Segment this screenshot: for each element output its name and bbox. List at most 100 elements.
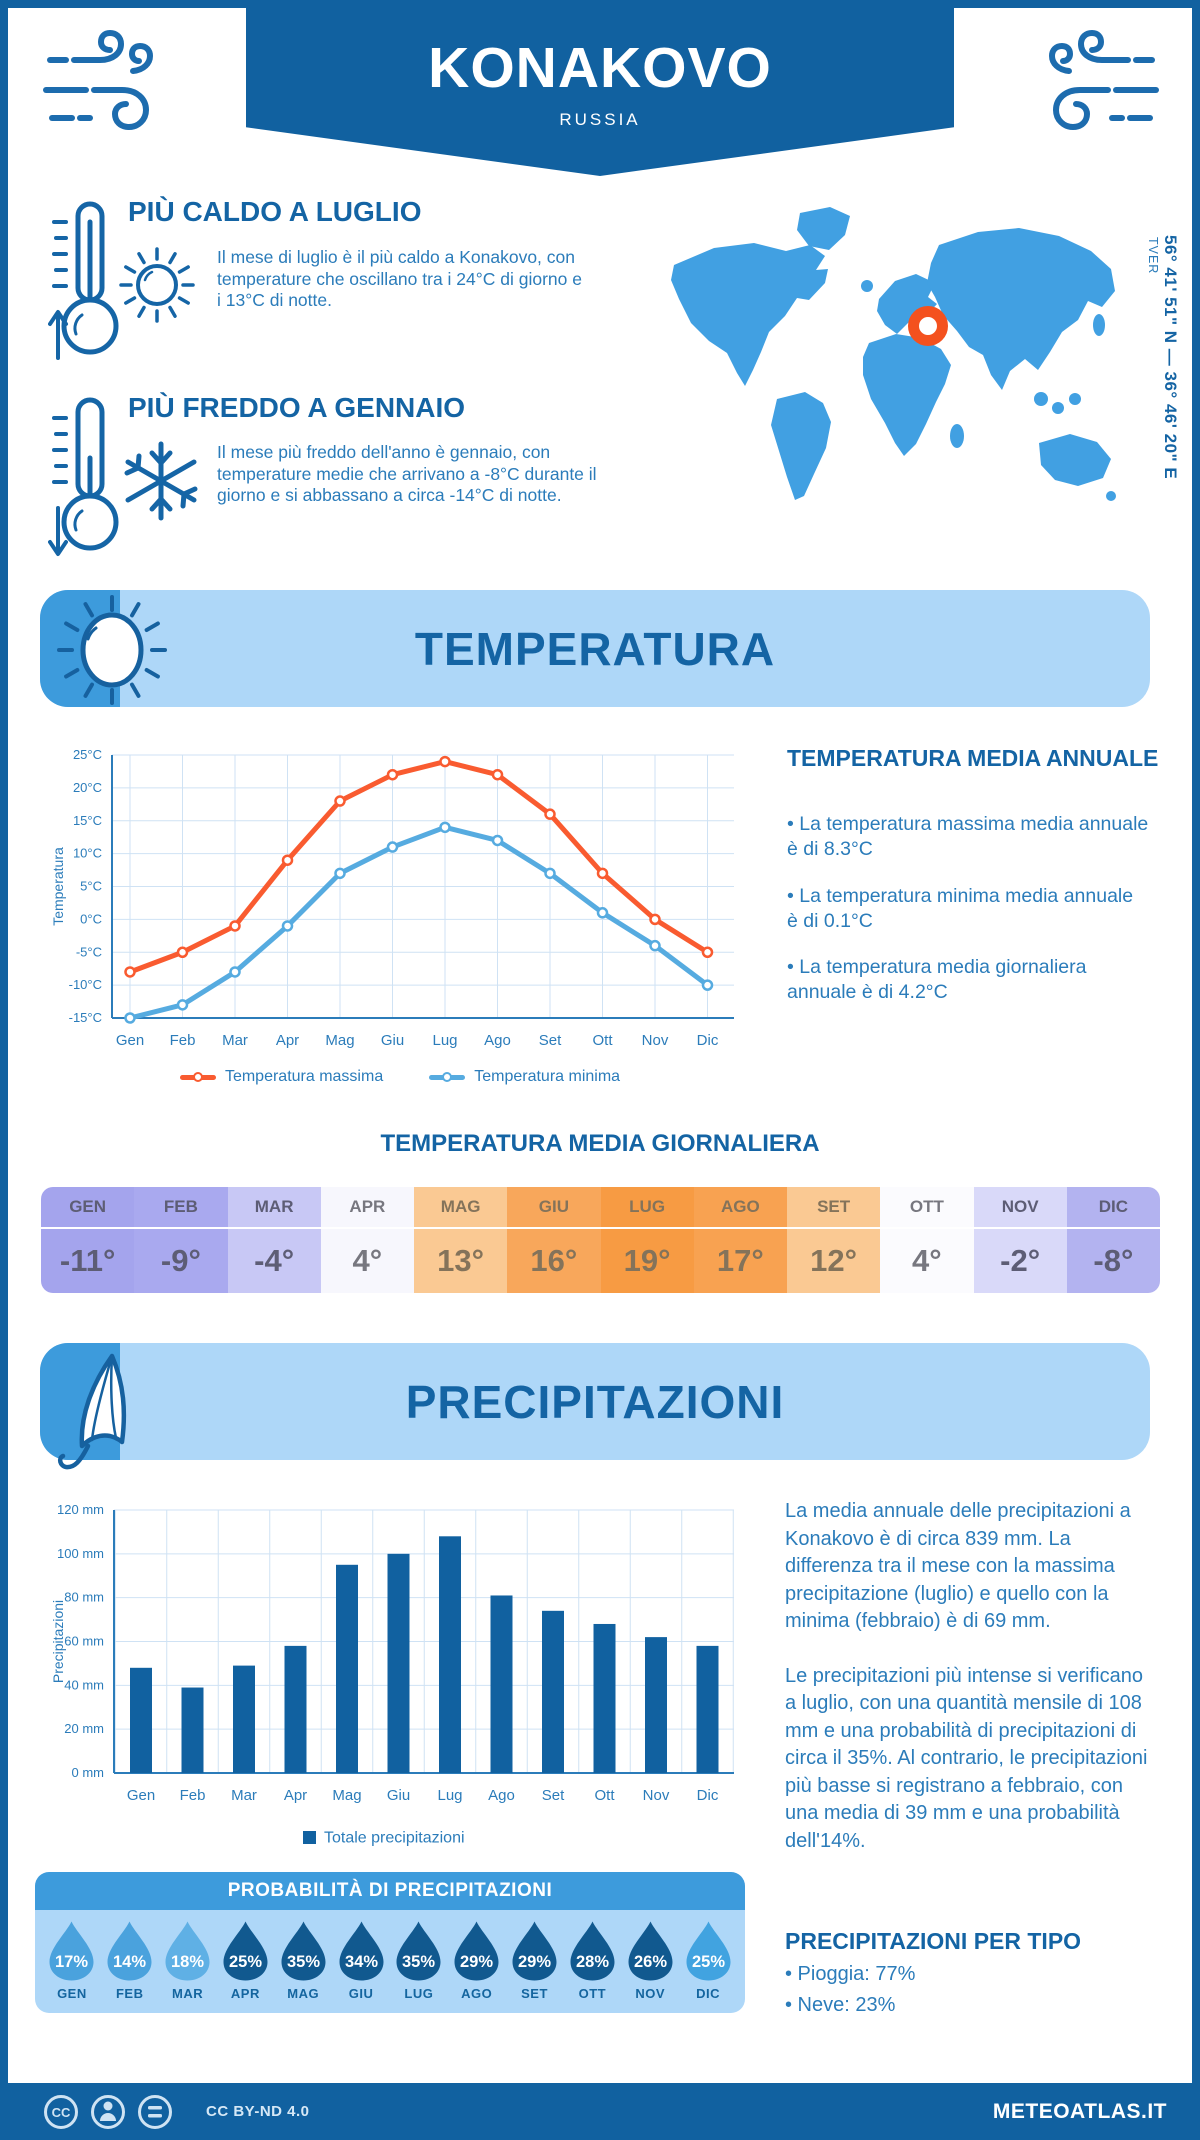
cold-month-text: Il mese più freddo dell'anno è gennaio, … — [217, 442, 597, 505]
droplet-icon: 14% — [107, 1921, 152, 1981]
svg-text:-10°C: -10°C — [69, 977, 102, 992]
svg-text:Nov: Nov — [643, 1787, 670, 1804]
svg-text:26%: 26% — [634, 1953, 667, 1971]
precipitation-bar-chart: 0 mm 20 mm 40 mm 60 mm 80 mm 100 mm 120 mm Gen F… — [50, 1502, 734, 1847]
svg-text:Giu: Giu — [387, 1787, 410, 1804]
legend-item: Temperatura massima — [179, 1068, 383, 1086]
daily-mean-table: GEN FEB MAR APR MAG GIU LUG AGO SET OTT NOV DIC -11°… — [41, 1187, 1160, 1293]
droplet-icon: 28% — [570, 1921, 615, 1981]
droplet-month-label: FEB — [115, 1986, 144, 2001]
month-header-cell: NOV — [973, 1187, 1067, 1227]
sun-banner-icon — [57, 595, 167, 705]
svg-text:Mag: Mag — [332, 1787, 361, 1804]
annual-bullet: • La temperatura media giornaliera annua… — [787, 956, 1087, 1003]
droplet-month-label: DIC — [696, 1986, 720, 2001]
legend-item: Temperatura minima — [429, 1068, 620, 1086]
hot-month-title: PIÙ CALDO A LUGLIO — [128, 196, 422, 227]
svg-text:20°C: 20°C — [73, 780, 102, 795]
month-header-cell: FEB — [134, 1187, 228, 1227]
probability-droplet: 25% DIC — [682, 1920, 734, 2001]
page-border-top — [0, 0, 1200, 8]
temperature-line-chart: 25°C 20°C 15°C 10°C 5°C 0°C -5°C -10°C -15°C Gen F… — [50, 747, 734, 1049]
droplet-month-label: MAG — [287, 1986, 320, 2001]
precipitation-paragraph: La media annuale delle precipitazioni a … — [785, 1500, 1131, 1632]
snowflake-icon — [124, 441, 198, 521]
month-header-cell: MAG — [414, 1187, 508, 1227]
svg-text:29%: 29% — [518, 1953, 551, 1971]
probability-droplet: 34% GIU — [335, 1920, 387, 2001]
probability-droplet: 29% AGO — [451, 1920, 503, 2001]
brand-label: METEOATLAS.IT — [992, 2099, 1167, 2123]
precipitation-text: La media annuale delle precipitazioni a … — [785, 1498, 1149, 1882]
droplet-icon: 29% — [454, 1921, 499, 1981]
month-header-cell: MAR — [227, 1187, 321, 1227]
svg-text:17%: 17% — [55, 1953, 88, 1971]
month-header-cell: OTT — [880, 1187, 974, 1227]
wind-icon — [1048, 29, 1159, 131]
month-header-cell: LUG — [600, 1187, 694, 1227]
precipitation-section-banner: PRECIPITAZIONI — [40, 1343, 1150, 1460]
temperature-section-title: TEMPERATURA — [414, 622, 776, 675]
svg-text:Lug: Lug — [437, 1787, 462, 1804]
svg-text:29%: 29% — [460, 1953, 493, 1971]
month-value-cell: 4° — [320, 1229, 414, 1293]
probability-droplet: 14% FEB — [104, 1920, 156, 2001]
svg-text:Lug: Lug — [432, 1032, 457, 1049]
svg-text:Gen: Gen — [116, 1032, 144, 1049]
footer-license-block: CC CC BY-ND 4.0 — [42, 2093, 310, 2131]
rain-share: • Pioggia: 77% — [785, 1963, 916, 1985]
droplet-month-label: APR — [230, 1986, 260, 2001]
svg-text:Mar: Mar — [231, 1787, 257, 1804]
thermometer-hot-icon — [48, 201, 119, 360]
month-header-cell: APR — [320, 1187, 414, 1227]
hot-month-text: Il mese di luglio è il più caldo a Konak… — [217, 247, 582, 310]
droplet-month-label: NOV — [635, 1986, 666, 2001]
location-marker — [908, 306, 948, 346]
month-header-cell: GEN — [41, 1187, 135, 1227]
svg-text:Temperatura: Temperatura — [50, 847, 66, 926]
daily-mean-title: TEMPERATURA MEDIA GIORNALIERA — [380, 1130, 820, 1157]
droplet-month-label: OTT — [578, 1986, 607, 2001]
precipitation-probability-block: PROBABILITÀ DI PRECIPITAZIONI 17% GEN 14% F… — [35, 1872, 745, 2013]
droplet-month-label: LUG — [404, 1986, 434, 2001]
annual-temperature-title: TEMPERATURA MEDIA ANNUALE — [787, 745, 1159, 771]
month-value-cell: -11° — [41, 1229, 135, 1293]
svg-text:Apr: Apr — [276, 1032, 299, 1049]
svg-text:18%: 18% — [171, 1953, 204, 1971]
month-value-cell: -4° — [227, 1229, 321, 1293]
svg-text:Gen: Gen — [127, 1787, 155, 1804]
coordinates-text: 56° 41' 51" N — 36° 46' 20" E — [1161, 235, 1180, 480]
temperature-chart-legend: Temperatura massima Temperatura minima — [50, 1068, 750, 1086]
month-value-cell: -8° — [1066, 1229, 1160, 1293]
svg-text:CC: CC — [52, 2105, 71, 2120]
svg-text:5°C: 5°C — [80, 879, 102, 894]
droplet-month-label: MAR — [172, 1986, 204, 2001]
droplet-month-label: GIU — [348, 1986, 374, 2001]
license-label: CC BY-ND 4.0 — [206, 2103, 310, 2120]
svg-text:15°C: 15°C — [73, 813, 102, 828]
svg-text:Apr: Apr — [284, 1787, 307, 1804]
probability-droplet: 18% MAR — [162, 1920, 214, 2001]
svg-text:Feb: Feb — [170, 1032, 196, 1049]
svg-text:25%: 25% — [692, 1953, 725, 1971]
page-border-right — [1192, 0, 1200, 2140]
month-value-cell: 16° — [507, 1229, 601, 1293]
sun-icon — [119, 247, 195, 323]
droplet-icon: 35% — [396, 1921, 441, 1981]
temperature-section-banner: TEMPERATURA — [40, 590, 1150, 707]
svg-text:40 mm: 40 mm — [64, 1677, 104, 1692]
svg-text:10°C: 10°C — [73, 846, 102, 861]
svg-text:Ago: Ago — [488, 1787, 515, 1804]
svg-text:Dic: Dic — [697, 1032, 719, 1049]
svg-text:Nov: Nov — [642, 1032, 669, 1049]
month-header-cell: SET — [787, 1187, 881, 1227]
svg-text:Set: Set — [539, 1032, 562, 1049]
droplet-month-label: AGO — [461, 1986, 493, 2001]
svg-text:-15°C: -15°C — [69, 1010, 102, 1025]
svg-text:Dic: Dic — [697, 1787, 719, 1804]
wind-icon — [43, 29, 154, 131]
probability-droplet: 28% OTT — [566, 1920, 618, 2001]
droplet-icon: 29% — [512, 1921, 557, 1981]
coordinates-block: 56° 41' 51" N — 36° 46' 20" E TVER — [1146, 235, 1180, 479]
probability-droplet: 35% LUG — [393, 1920, 445, 2001]
